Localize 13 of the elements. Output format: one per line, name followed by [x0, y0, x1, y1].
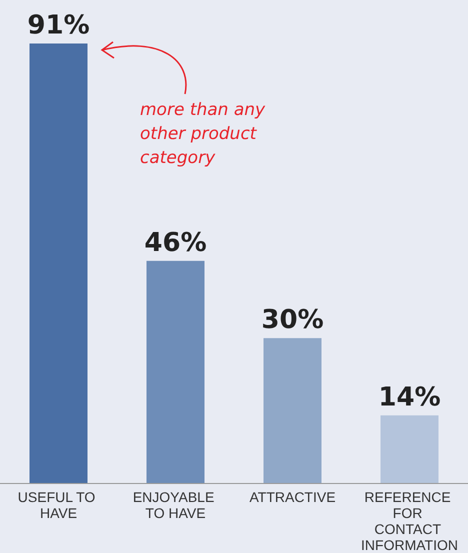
bar — [264, 338, 322, 483]
data-label: 46% — [144, 228, 207, 258]
data-label: 14% — [378, 382, 441, 412]
x-tick-label: ATTRACTIVE — [249, 489, 336, 505]
bar — [30, 43, 88, 483]
x-tick-label: ENJOYABLE TO HAVE — [132, 489, 218, 521]
data-label: 30% — [261, 305, 324, 336]
bar — [146, 260, 204, 483]
x-tick-label: REFERENCE FOR CONTACT INFORMATION — [361, 489, 458, 553]
bar — [380, 415, 438, 483]
x-tick-label: USEFUL TO HAVE — [18, 489, 100, 521]
annotation: more than any other product category — [140, 100, 271, 168]
data-label: 91% — [27, 10, 90, 40]
